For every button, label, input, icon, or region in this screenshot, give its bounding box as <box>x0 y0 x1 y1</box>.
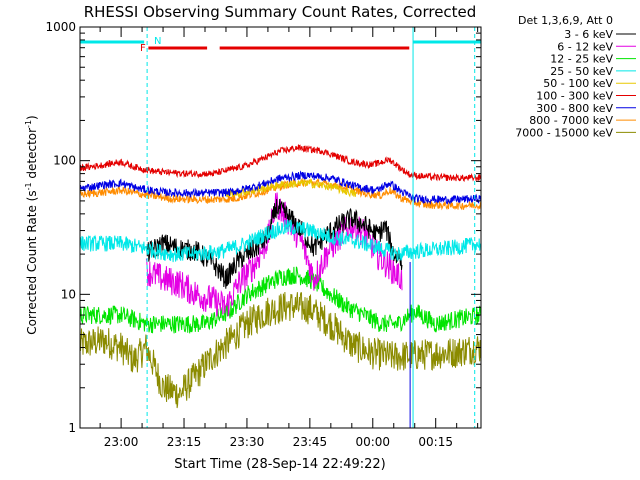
legend-entry-label: 3 - 6 keV <box>564 28 613 41</box>
series-line-12-25-kev <box>79 266 482 334</box>
x-tick-label: 00:00 <box>355 435 390 449</box>
flag-n-label: N <box>154 36 161 47</box>
series-line-25-50-kev <box>79 219 482 263</box>
y-axis-label-sup2: -1 <box>24 120 33 128</box>
legend-entry-label: 800 - 7000 keV <box>529 114 613 127</box>
x-tick-label: 23:30 <box>230 435 265 449</box>
legend-entry-label: 50 - 100 keV <box>543 77 613 90</box>
legend-entry-label: 6 - 12 keV <box>557 40 613 53</box>
y-axis-label-end: ) <box>25 115 39 120</box>
y-axis-label-sup1: -1 <box>24 182 33 190</box>
legend-entry-label: 300 - 800 keV <box>536 102 613 115</box>
x-tick-label: 23:15 <box>167 435 202 449</box>
y-tick-label: 100 <box>53 154 76 168</box>
series-line-3-6-kev <box>145 198 403 289</box>
chart-title: RHESSI Observing Summary Count Rates, Co… <box>84 3 477 21</box>
plot-frame <box>79 26 482 429</box>
legend-header: Det 1,3,6,9, Att 0 <box>518 14 613 27</box>
x-tick-label: 00:15 <box>418 435 453 449</box>
y-axis-label: Corrected Count Rate (s-1 detector-1) <box>24 115 39 334</box>
y-axis-label-mid: detector <box>25 128 39 183</box>
y-tick-label: 1 <box>68 421 76 435</box>
legend-entry-label: 25 - 50 keV <box>550 65 613 78</box>
flag-f-label: F <box>140 43 146 54</box>
y-tick-label: 1000 <box>45 20 76 34</box>
series-line-7000-15000-kev <box>79 291 482 409</box>
y-tick-label: 10 <box>61 287 76 301</box>
axes: 1 10 100 1000 23:00 23:15 23:30 23:45 00:00 00:15 <box>45 20 481 449</box>
series-line-50-100-kev <box>225 178 357 199</box>
legend-entry-label: 100 - 300 keV <box>536 90 613 103</box>
x-tick-label: 23:00 <box>104 435 139 449</box>
x-tick-label: 23:45 <box>293 435 328 449</box>
x-axis-label: Start Time (28-Sep-14 22:49:22) <box>174 457 385 472</box>
legend-entry-label: 12 - 25 keV <box>550 53 613 66</box>
y-axis-label-main: Corrected Count Rate (s <box>25 190 39 334</box>
legend-entry-label: 7000 - 15000 keV <box>515 126 613 139</box>
series-line-6-12-kev <box>145 192 403 317</box>
